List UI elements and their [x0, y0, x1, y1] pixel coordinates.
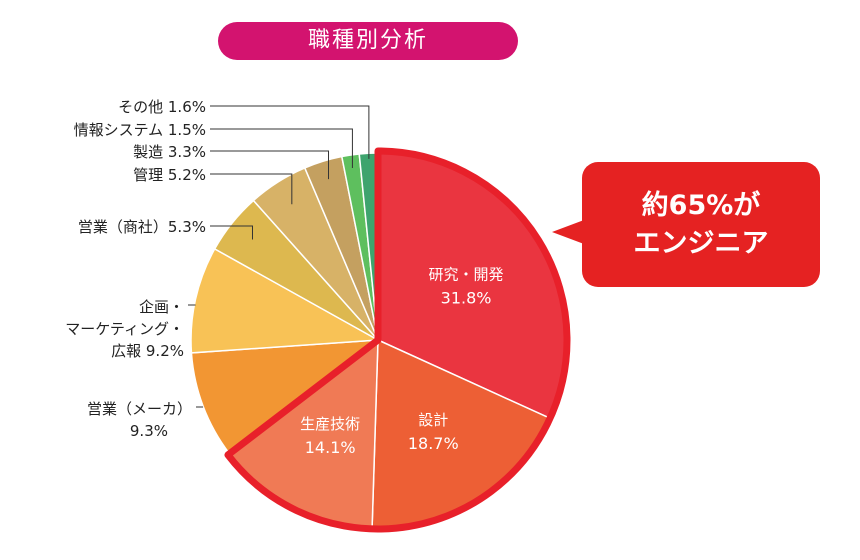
engineer-callout: 約65%が エンジニア — [582, 162, 820, 287]
highlight-outline — [224, 147, 571, 533]
outside-labels: 営業（メーカ） 9.3% 企画・マーケティング・広報 9.2% 営業（商社）5.3% 管… — [65, 98, 370, 440]
leader-line-その他 — [210, 105, 370, 159]
outside-label-営業-メーカ--1: 9.3% — [130, 422, 168, 440]
slice-label-生産技術: 生産技術 — [300, 415, 360, 433]
leader-line-情報システム — [210, 128, 353, 168]
callout-line-1: 約65%が — [641, 189, 761, 221]
engineer-highlight-outline — [224, 147, 571, 533]
callout-tail — [552, 220, 584, 244]
pie-slice-営業-メーカ- — [190, 339, 381, 455]
outside-label-製造-0: 製造 3.3% — [133, 143, 206, 161]
outside-label-企画-マーケティング-広報-1: マーケティング・ — [65, 320, 184, 338]
pie-slice-企画-マーケティング-広報 — [190, 247, 381, 354]
slice-label-設計: 設計 — [418, 411, 448, 429]
leader-line-営業-商社- — [210, 225, 253, 240]
outside-label-企画-マーケティング-広報-0: 企画・ — [139, 298, 184, 316]
slice-value-研究-開発: 31.8% — [441, 288, 492, 307]
slice-value-生産技術: 14.1% — [305, 438, 356, 457]
outside-label-営業-商社--0: 営業（商社）5.3% — [78, 218, 206, 236]
outside-label-企画-マーケティング-広報-2: 広報 9.2% — [111, 342, 184, 360]
outside-label-管理-0: 管理 5.2% — [133, 166, 206, 184]
outside-label-情報システム-0: 情報システム 1.5% — [74, 121, 206, 139]
outside-label-営業-メーカ--0: 営業（メーカ） — [87, 400, 192, 418]
inside-labels: 研究・開発 31.8% 設計 18.7% 生産技術 14.1% — [300, 265, 503, 457]
chart-title: 職種別分析 — [218, 22, 518, 60]
leader-line-管理 — [210, 173, 293, 205]
leader-line-製造 — [210, 150, 330, 180]
slice-label-研究-開発: 研究・開発 — [429, 265, 504, 283]
callout-line-2: エンジニア — [633, 227, 769, 259]
slice-value-設計: 18.7% — [408, 434, 459, 453]
outside-label-その他-0: その他 1.6% — [118, 98, 206, 116]
